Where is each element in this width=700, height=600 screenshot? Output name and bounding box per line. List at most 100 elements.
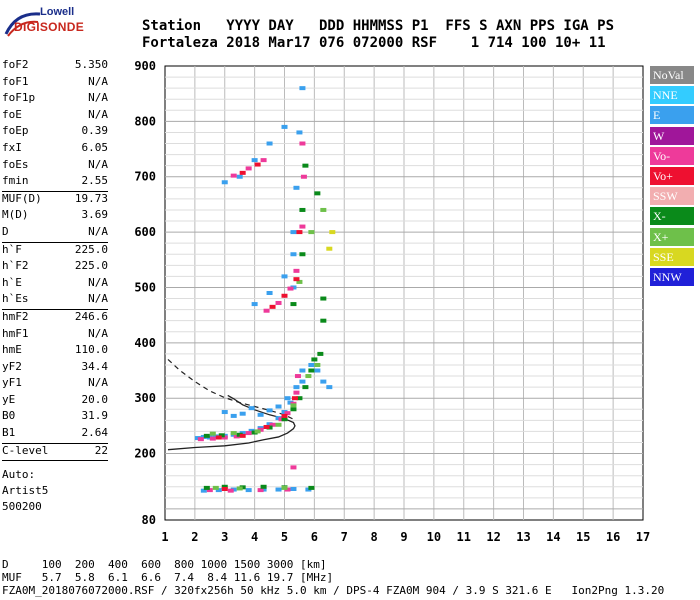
echo-point: [302, 163, 309, 168]
echo-point: [290, 403, 297, 408]
x-tick-label: 15: [576, 530, 590, 544]
echo-point: [299, 224, 306, 229]
echo-point: [275, 404, 282, 409]
echo-point: [230, 431, 237, 436]
echo-point: [300, 174, 307, 179]
divider: [2, 460, 108, 462]
divider: [2, 190, 108, 192]
x-axis-ticks: 1 2 3 4 5 6 7 8 9 10 11 12 13 14 15 16 17: [161, 530, 650, 544]
param-row: C-level 22: [2, 444, 108, 461]
echo-point: [257, 488, 264, 493]
echo-point: [206, 488, 213, 493]
echo-point: [287, 286, 294, 291]
param-name: foE: [2, 107, 22, 121]
param-row: B1 2.64: [2, 426, 108, 443]
echo-point: [293, 268, 300, 273]
echo-point: [290, 465, 297, 470]
echo-point: [275, 487, 282, 492]
echo-point: [290, 230, 297, 235]
param-name: foEp: [2, 124, 29, 138]
echo-point: [308, 362, 315, 367]
echo-point: [221, 410, 228, 415]
param-row: foEs N/A: [2, 158, 108, 175]
muf-distance-table: D 100 200 400 600 800 1000 1500 3000 [km…: [2, 558, 333, 584]
param-value: 22: [94, 443, 108, 457]
x-tick-label: 5: [281, 530, 288, 544]
echo-point: [284, 411, 291, 416]
echo-point: [296, 230, 303, 235]
param-value: N/A: [88, 275, 108, 289]
y-tick-label: 200: [134, 447, 156, 461]
echo-point: [311, 357, 318, 362]
param-group-confidence: C-level 22: [2, 444, 108, 461]
param-value: N/A: [88, 91, 108, 105]
y-tick-label: 400: [134, 336, 156, 350]
param-name: D: [2, 224, 9, 238]
x-tick-label: 13: [516, 530, 530, 544]
param-row: D N/A: [2, 225, 108, 242]
echo-point: [290, 407, 297, 412]
logo-line1: Lowell: [40, 6, 75, 18]
param-value: 2.55: [81, 174, 109, 188]
header-values: Fortaleza 2018 Mar17 076 072000 RSF 1 71…: [142, 35, 606, 51]
param-name: hmE: [2, 343, 22, 357]
param-name: foF1: [2, 74, 29, 88]
param-name: fmin: [2, 174, 29, 188]
echo-point: [260, 158, 267, 163]
echo-point: [293, 385, 300, 390]
echo-point: [254, 162, 261, 167]
legend-item: X-: [650, 207, 694, 226]
echo-point: [314, 362, 321, 367]
echo-point: [260, 484, 267, 489]
x-tick-label: 8: [371, 530, 378, 544]
echo-point: [326, 246, 333, 251]
echo-points: [194, 86, 336, 493]
echo-point: [239, 170, 246, 175]
echo-point: [290, 252, 297, 257]
param-row: MUF(D) 19.73: [2, 192, 108, 209]
param-name: foEs: [2, 157, 29, 171]
divider: [2, 241, 108, 243]
y-tick-label: 600: [134, 225, 156, 239]
digisonde-logo: Lowell DIGISONDE: [4, 6, 84, 40]
param-value: N/A: [88, 376, 108, 390]
param-value: 5.350: [74, 58, 108, 71]
param-name: yE: [2, 392, 16, 406]
param-name: M(D): [2, 208, 29, 222]
param-value: N/A: [88, 224, 108, 238]
echo-point: [284, 396, 291, 401]
echo-point: [230, 413, 237, 418]
param-row: M(D) 3.69: [2, 208, 108, 225]
echo-point: [215, 488, 222, 493]
param-group-virtual-heights: h`F 225.0 h`F2 225.0 h`E N/A h`Es N/A: [2, 243, 108, 309]
y-tick-label: 800: [134, 114, 156, 128]
echo-point: [302, 385, 309, 390]
echo-point: [227, 488, 234, 493]
legend-item: NNE: [650, 86, 694, 105]
echo-point: [281, 413, 288, 418]
param-group-profile: hmF2 246.6 hmF1 N/A hmE 110.0 yF2 34.4 yF1 N/A yE 2…: [2, 310, 108, 443]
echo-point: [299, 86, 306, 91]
echo-point: [269, 422, 276, 427]
param-value: 246.6: [74, 309, 108, 323]
param-value: N/A: [88, 74, 108, 88]
echo-point: [320, 296, 327, 301]
param-value: 2.64: [81, 426, 109, 440]
param-row: h`Es N/A: [2, 292, 108, 309]
echo-point: [326, 385, 333, 390]
echo-point: [299, 207, 306, 212]
echo-point: [239, 433, 246, 438]
echo-point: [263, 424, 270, 429]
param-name: hmF1: [2, 326, 29, 340]
echo-point: [245, 488, 252, 493]
param-value: N/A: [88, 107, 108, 121]
legend: NoVal NNE E W Vo- Vo+ SSW X- X+ SSE NNW: [650, 66, 694, 288]
x-tick-label: 1: [161, 530, 168, 544]
echo-point: [296, 130, 303, 135]
param-name: fxI: [2, 140, 22, 154]
param-value: 110.0: [74, 343, 108, 357]
param-name: h`Es: [2, 292, 29, 306]
echo-point: [245, 431, 252, 436]
echo-point: [269, 304, 276, 309]
